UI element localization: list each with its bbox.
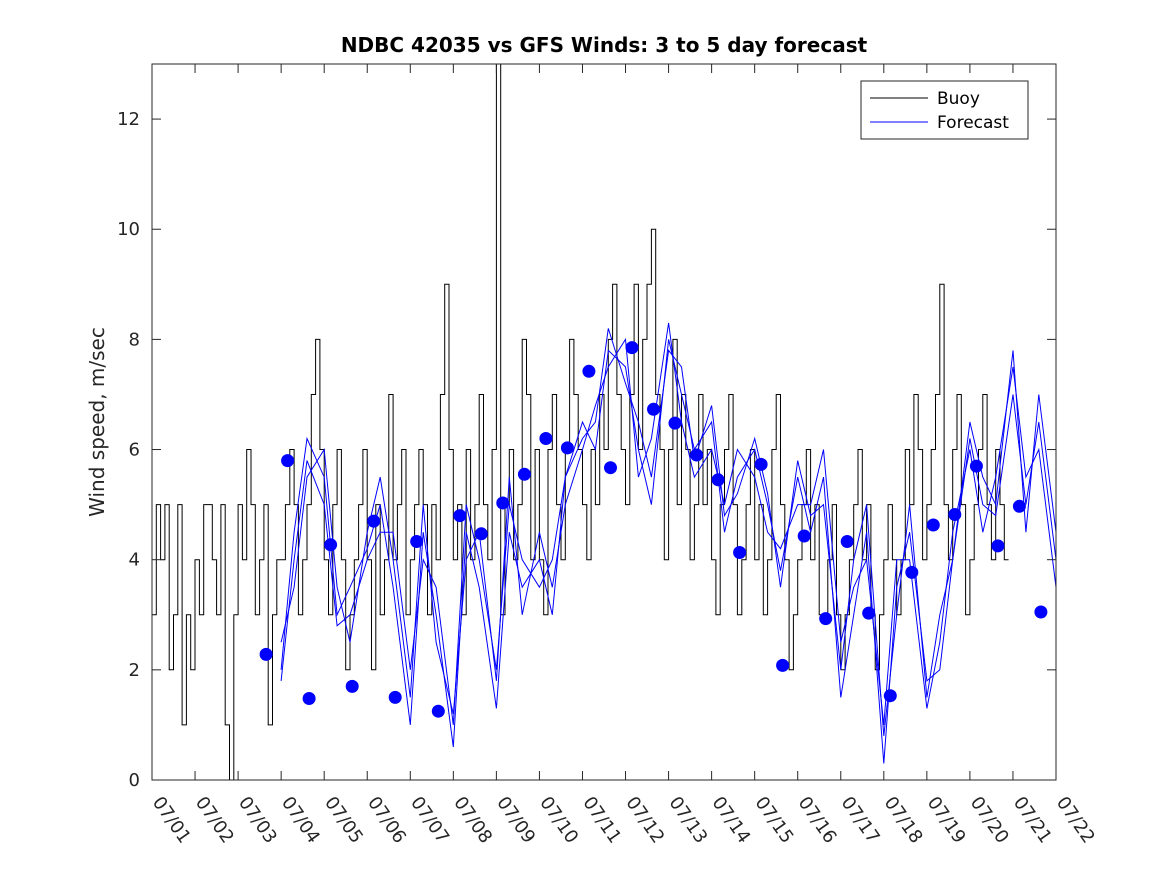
forecast-marker <box>926 518 940 532</box>
forecast-marker <box>969 459 983 473</box>
forecast-marker <box>560 441 574 455</box>
forecast-marker <box>862 606 876 620</box>
forecast-marker <box>948 508 962 521</box>
y-tick-label: 4 <box>129 550 140 571</box>
forecast-marker <box>259 647 273 661</box>
forecast-marker <box>474 527 488 541</box>
chart-title: NDBC 42035 vs GFS Winds: 3 to 5 day fore… <box>341 33 868 57</box>
forecast-marker <box>625 341 639 355</box>
y-tick-label: 8 <box>129 329 140 350</box>
forecast-marker <box>517 467 531 481</box>
forecast-marker <box>905 565 919 579</box>
forecast-marker <box>302 692 316 705</box>
forecast-marker <box>453 509 467 523</box>
forecast-member-line-1 <box>280 339 1056 764</box>
y-tick-label: 10 <box>117 219 140 240</box>
y-axis-label: Wind speed, m/sec <box>85 327 109 517</box>
forecast-marker <box>496 496 510 510</box>
forecast-marker <box>281 454 295 468</box>
forecast-member-line-3 <box>280 328 1056 736</box>
forecast-marker <box>819 612 833 626</box>
forecast-marker <box>647 402 660 416</box>
forecast-marker <box>840 535 854 548</box>
forecast-marker <box>1034 605 1048 619</box>
legend-forecast-label: Forecast <box>937 113 1009 133</box>
forecast-marker <box>324 538 338 552</box>
forecast-marker <box>1012 499 1026 513</box>
legend: Buoy Forecast <box>860 80 1029 140</box>
forecast-marker <box>711 473 725 487</box>
forecast-marker <box>604 461 617 475</box>
y-tick-label: 2 <box>129 660 140 681</box>
y-tick-label: 12 <box>117 109 140 130</box>
forecast-marker <box>754 457 768 471</box>
legend-buoy-label: Buoy <box>937 89 980 109</box>
forecast-marker <box>345 679 359 693</box>
forecast-marker <box>431 704 445 718</box>
forecast-marker <box>776 658 790 672</box>
plot-area <box>152 64 1056 780</box>
forecast-marker <box>733 546 747 559</box>
forecast-marker <box>388 690 402 704</box>
y-tick-label: 6 <box>129 440 140 461</box>
axes-frame <box>151 63 1057 781</box>
forecast-marker <box>883 689 897 703</box>
forecast-marker <box>367 514 381 528</box>
forecast-marker <box>410 535 424 548</box>
forecast-marker <box>539 432 553 445</box>
forecast-marker <box>797 529 811 543</box>
forecast-marker <box>668 416 682 430</box>
forecast-marker <box>582 364 596 378</box>
plot-series <box>152 64 1056 780</box>
forecast-member-line-2 <box>280 322 1056 725</box>
y-tick-label: 0 <box>129 770 140 791</box>
forecast-marker <box>991 539 1005 553</box>
forecast-marker <box>690 448 704 462</box>
legend-box <box>860 80 1029 140</box>
